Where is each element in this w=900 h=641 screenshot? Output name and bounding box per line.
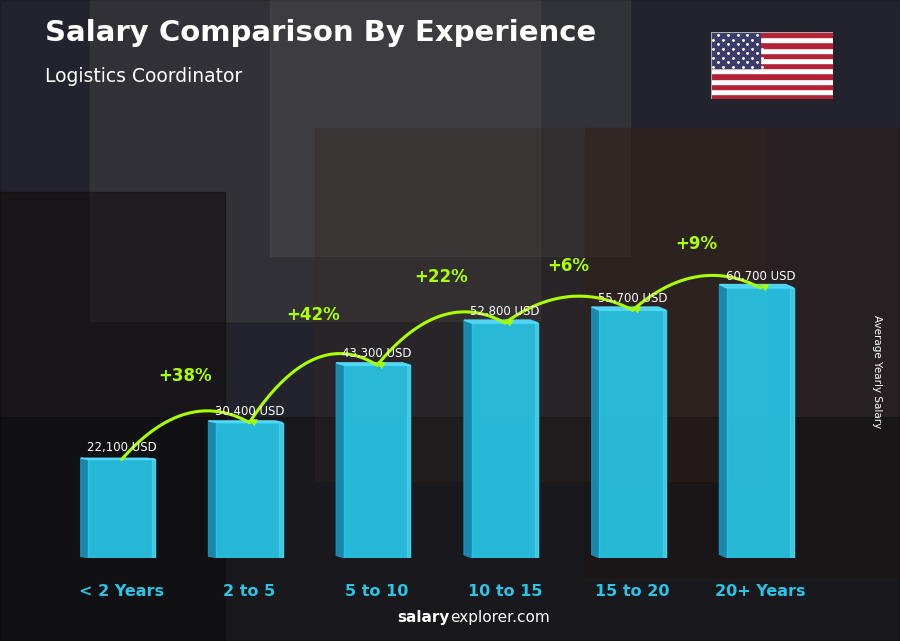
- Text: +22%: +22%: [414, 268, 468, 286]
- Text: Logistics Coordinator: Logistics Coordinator: [45, 67, 242, 87]
- Polygon shape: [719, 285, 794, 288]
- Bar: [727, 288, 794, 558]
- Bar: [407, 365, 410, 558]
- Text: explorer.com: explorer.com: [450, 610, 550, 625]
- Bar: [711, 79, 832, 84]
- Polygon shape: [464, 320, 538, 323]
- Text: +6%: +6%: [548, 257, 590, 275]
- Text: 20+ Years: 20+ Years: [716, 585, 806, 599]
- Polygon shape: [591, 307, 666, 310]
- Bar: [0, 192, 225, 641]
- Bar: [711, 69, 832, 74]
- Bar: [472, 323, 538, 558]
- Polygon shape: [337, 363, 344, 558]
- Bar: [711, 53, 832, 58]
- Bar: [711, 84, 832, 89]
- Bar: [711, 32, 832, 37]
- Text: 52,800 USD: 52,800 USD: [470, 305, 540, 318]
- Text: Average Yearly Salary: Average Yearly Salary: [872, 315, 883, 428]
- Polygon shape: [209, 421, 283, 422]
- Text: < 2 Years: < 2 Years: [79, 585, 164, 599]
- Bar: [662, 310, 666, 558]
- Bar: [711, 94, 832, 99]
- Text: Salary Comparison By Experience: Salary Comparison By Experience: [45, 19, 596, 47]
- Bar: [216, 422, 283, 558]
- Text: +9%: +9%: [675, 235, 717, 253]
- Text: +38%: +38%: [158, 367, 212, 385]
- Text: 2 to 5: 2 to 5: [223, 585, 275, 599]
- Bar: [535, 323, 538, 558]
- Bar: [151, 460, 155, 558]
- Text: 60,700 USD: 60,700 USD: [725, 270, 796, 283]
- Bar: [711, 58, 832, 63]
- Polygon shape: [337, 363, 410, 365]
- Text: 30,400 USD: 30,400 USD: [214, 404, 284, 417]
- Bar: [711, 89, 832, 94]
- Bar: [711, 74, 832, 79]
- Bar: [270, 0, 630, 256]
- Polygon shape: [209, 421, 216, 558]
- Bar: [711, 32, 760, 69]
- Bar: [711, 42, 832, 47]
- Bar: [790, 288, 794, 558]
- Text: 22,100 USD: 22,100 USD: [86, 442, 157, 454]
- Bar: [585, 128, 900, 577]
- Polygon shape: [81, 458, 88, 558]
- Polygon shape: [591, 307, 599, 558]
- Bar: [711, 63, 832, 69]
- Bar: [88, 460, 155, 558]
- Bar: [315, 128, 765, 481]
- Bar: [599, 310, 666, 558]
- Text: 5 to 10: 5 to 10: [346, 585, 409, 599]
- Polygon shape: [464, 320, 472, 558]
- Bar: [90, 0, 540, 320]
- Bar: [0, 417, 900, 641]
- Polygon shape: [719, 285, 727, 558]
- Text: 43,300 USD: 43,300 USD: [342, 347, 412, 360]
- Text: 10 to 15: 10 to 15: [468, 585, 542, 599]
- Text: +42%: +42%: [286, 306, 340, 324]
- Text: salary: salary: [398, 610, 450, 625]
- Bar: [279, 422, 283, 558]
- Bar: [711, 37, 832, 42]
- Bar: [711, 47, 832, 53]
- Polygon shape: [81, 458, 155, 460]
- Text: 15 to 20: 15 to 20: [596, 585, 670, 599]
- Text: 55,700 USD: 55,700 USD: [598, 292, 668, 305]
- Bar: [344, 365, 410, 558]
